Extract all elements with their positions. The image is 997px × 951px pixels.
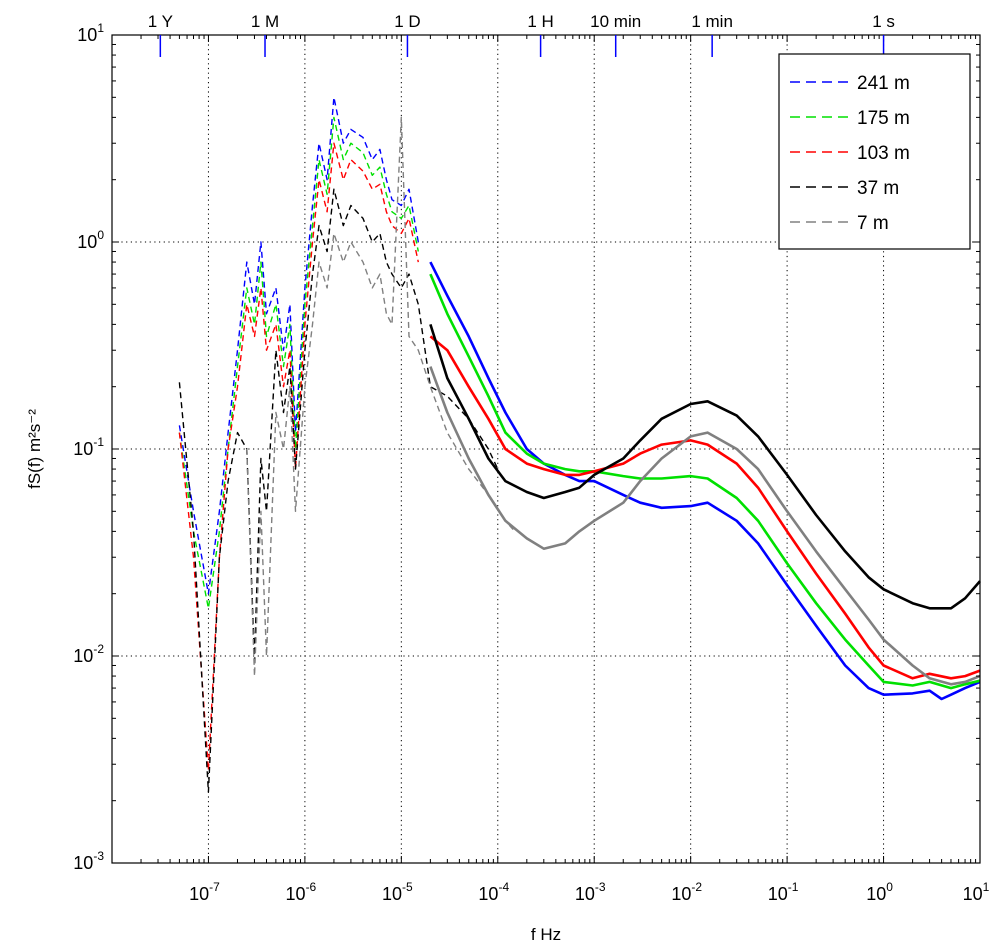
legend-label: 175 m xyxy=(857,108,910,129)
legend: 241 m 175 m 103 m 37 m 7 m xyxy=(778,53,971,250)
period-tick-label: 1 D xyxy=(394,12,420,31)
period-tick-label: 1 Y xyxy=(148,12,173,31)
x-axis-label: f Hz xyxy=(531,925,561,944)
series-175m-dashed xyxy=(178,116,419,609)
y-tick-label: 10-3 xyxy=(73,849,104,873)
period-tick-label: 1 H xyxy=(527,12,553,31)
series-7m-solid xyxy=(429,366,981,686)
series-7m-dashed xyxy=(246,116,516,677)
x-tick-label: 101 xyxy=(963,880,990,904)
period-tick-label: 1 M xyxy=(251,12,279,31)
axis-ticks: 10-7 10-6 10-5 10-4 10-3 10-2 10-1 100 101 10-3 10… xyxy=(73,21,989,904)
period-tick-label: 1 min xyxy=(691,12,733,31)
series-37m-solid xyxy=(429,324,981,610)
series-103m-dashed xyxy=(178,142,419,772)
y-tick-label: 101 xyxy=(77,21,104,45)
series-175m-solid xyxy=(429,273,981,690)
series-103m-solid xyxy=(429,335,981,680)
y-tick-label: 10-1 xyxy=(73,435,104,459)
x-tick-label: 100 xyxy=(866,880,893,904)
y-tick-label: 100 xyxy=(77,228,104,252)
x-tick-label: 10-7 xyxy=(189,880,220,904)
x-tick-label: 10-3 xyxy=(575,880,606,904)
grid-lines xyxy=(112,35,980,863)
legend-label: 241 m xyxy=(857,73,910,94)
x-tick-label: 10-4 xyxy=(478,880,509,904)
period-axis: 1 Y 1 M 1 D 1 H 10 min 1 min 1 s xyxy=(148,12,895,57)
x-tick-label: 10-1 xyxy=(768,880,799,904)
period-tick-label: 10 min xyxy=(590,12,641,31)
x-tick-label: 10-5 xyxy=(382,880,413,904)
series-37m-dashed xyxy=(178,188,499,793)
legend-label: 7 m xyxy=(857,213,889,234)
period-tick-label: 1 s xyxy=(872,12,895,31)
series-241m-solid xyxy=(429,261,981,701)
x-tick-label: 10-6 xyxy=(286,880,317,904)
y-axis-label: fS(f) m²s⁻² xyxy=(25,409,44,489)
legend-label: 103 m xyxy=(857,143,910,164)
x-tick-label: 10-2 xyxy=(671,880,702,904)
y-tick-label: 10-2 xyxy=(73,642,104,666)
legend-label: 37 m xyxy=(857,178,899,199)
series-lines xyxy=(178,96,981,793)
series-241m-dashed xyxy=(178,96,419,595)
